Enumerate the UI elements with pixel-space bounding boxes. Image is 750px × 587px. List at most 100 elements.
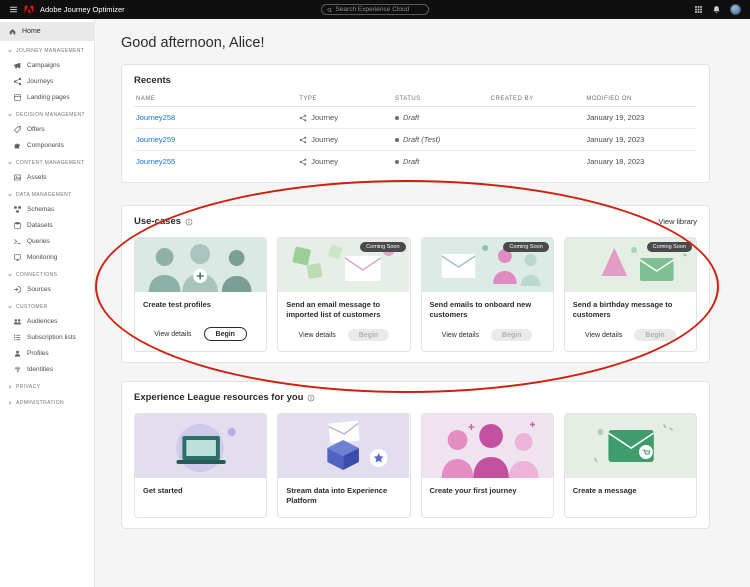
resource-card-create-message[interactable]: Create a message: [563, 413, 697, 518]
column-header-status[interactable]: STATUS: [392, 92, 489, 107]
sidebar-item-identities[interactable]: Identities: [0, 361, 94, 377]
sidebar-item-queries[interactable]: Queries: [0, 233, 94, 249]
coming-soon-badge: Coming Soon: [646, 242, 692, 252]
section-header-content-management[interactable]: CONTENT MANAGEMENT: [0, 157, 94, 169]
view-details-link[interactable]: View details: [154, 330, 192, 338]
column-header-name[interactable]: NAME: [134, 92, 298, 107]
recents-table: NAME TYPE STATUS CREATED BY MODIFIED ON …: [134, 92, 697, 172]
journey-type-icon: [299, 114, 307, 122]
resource-card-stream-data[interactable]: Stream data into Experience Platform: [277, 413, 411, 518]
sidebar-item-assets[interactable]: Assets: [0, 169, 94, 185]
monitoring-icon: [13, 253, 22, 262]
section-label: JOURNEY MANAGEMENT: [16, 48, 85, 54]
journey-link[interactable]: Journey259: [136, 135, 176, 144]
sidebar-section-administration: ADMINISTRATION: [0, 397, 94, 409]
coming-soon-badge: Coming Soon: [503, 242, 549, 252]
journey-link[interactable]: Journey258: [136, 113, 176, 122]
sidebar-item-label: Offers: [27, 125, 45, 133]
section-header-privacy[interactable]: PRIVACY: [0, 381, 94, 393]
column-header-created-by[interactable]: CREATED BY: [488, 92, 585, 107]
view-details-link[interactable]: View details: [441, 331, 480, 339]
sidebar-item-landing-pages[interactable]: Landing pages: [0, 89, 94, 105]
info-icon[interactable]: [307, 394, 315, 402]
sources-icon: [13, 285, 22, 294]
sidebar-item-home[interactable]: Home: [0, 22, 94, 41]
section-label: DATA MANAGEMENT: [16, 192, 72, 198]
sidebar-item-label: Subscription lists: [27, 333, 76, 341]
use-cases-title: Use-cases: [134, 216, 182, 227]
resource-card-first-journey[interactable]: Create your first journey: [420, 413, 554, 518]
sidebar-item-label: Queries: [27, 237, 50, 245]
sidebar-item-profiles[interactable]: Profiles: [0, 345, 94, 361]
greeting-heading: Good afternoon, Alice!: [121, 35, 265, 51]
experience-cloud-search[interactable]: [321, 4, 429, 15]
use-case-title: Send an email message to imported list o…: [286, 300, 381, 320]
view-library-link[interactable]: View library: [658, 217, 697, 226]
use-case-card-create-test-profiles: Create test profiles View details Begin: [134, 237, 268, 353]
resource-title: Get started: [143, 486, 183, 496]
section-header-connections[interactable]: CONNECTIONS: [0, 269, 94, 281]
section-header-administration[interactable]: ADMINISTRATION: [0, 397, 94, 409]
resource-card-get-started[interactable]: Get started: [134, 413, 268, 518]
begin-button[interactable]: Begin: [203, 327, 247, 342]
home-icon: [8, 27, 17, 36]
app-title: Adobe Journey Optimizer: [40, 5, 125, 14]
sidebar-item-label: Audiences: [27, 317, 58, 325]
sidebar-item-monitoring[interactable]: Monitoring: [0, 249, 94, 265]
sidebar-item-datasets[interactable]: Datasets: [0, 217, 94, 233]
section-header-decision-management[interactable]: DECISION MANAGEMENT: [0, 109, 94, 121]
sidebar-item-sources[interactable]: Sources: [0, 281, 94, 297]
use-case-title: Create test profiles: [143, 300, 211, 309]
sidebar-section-customer: CUSTOMER Audiences Subscription lists Pr…: [0, 301, 94, 377]
user-avatar[interactable]: [730, 4, 741, 15]
notifications-bell-icon[interactable]: [712, 5, 721, 14]
section-header-data-management[interactable]: DATA MANAGEMENT: [0, 189, 94, 201]
use-case-title: Send emails to onboard new customers: [429, 300, 532, 320]
type-label: Journey: [311, 135, 338, 144]
main-content: Good afternoon, Alice! Recents NAME TYPE…: [95, 19, 750, 587]
use-case-card-birthday-message: Coming Soon Send a birthday message to c…: [563, 237, 697, 353]
datasets-icon: [13, 221, 22, 230]
view-details-link[interactable]: View details: [298, 331, 336, 339]
sidebar-item-components[interactable]: Components: [0, 137, 94, 153]
sidebar-item-label: Schemas: [27, 205, 55, 213]
table-header-row: NAME TYPE STATUS CREATED BY MODIFIED ON: [134, 92, 697, 107]
sidebar-section-decision-management: DECISION MANAGEMENT Offers Components: [0, 109, 94, 153]
sidebar-item-schemas[interactable]: Schemas: [0, 201, 94, 217]
type-label: Journey: [311, 113, 338, 122]
menu-icon[interactable]: [9, 5, 18, 14]
sidebar-item-audiences[interactable]: Audiences: [0, 313, 94, 329]
journey-link[interactable]: Journey255: [136, 157, 176, 166]
view-details-link[interactable]: View details: [585, 331, 623, 339]
app-switcher-grid-icon[interactable]: [694, 5, 703, 14]
sidebar-item-journeys[interactable]: Journeys: [0, 73, 94, 89]
sidebar-item-label: Datasets: [27, 221, 53, 229]
section-header-customer[interactable]: CUSTOMER: [0, 301, 94, 313]
sidebar-item-campaigns[interactable]: Campaigns: [0, 57, 94, 73]
column-header-type[interactable]: TYPE: [297, 92, 393, 107]
created-by-cell: [488, 106, 585, 129]
sidebar-item-label: Landing pages: [27, 93, 70, 101]
modified-on-cell: January 19, 2023: [584, 106, 697, 129]
section-header-journey-management[interactable]: JOURNEY MANAGEMENT: [0, 45, 94, 57]
sidebar-item-subscription-lists[interactable]: Subscription lists: [0, 329, 94, 345]
topbar-actions: [694, 4, 741, 15]
info-icon[interactable]: [185, 218, 193, 226]
profiles-icon: [13, 349, 22, 358]
resource-illustration: [135, 414, 267, 479]
sidebar-item-label: Assets: [27, 173, 47, 181]
created-by-cell: [489, 151, 585, 173]
section-label: CONTENT MANAGEMENT: [16, 160, 85, 166]
sidebar-item-label: Sources: [27, 285, 51, 293]
resource-illustration: [278, 414, 410, 479]
sidebar-item-label: Home: [22, 28, 41, 35]
search-icon: [327, 7, 332, 13]
chevron-right-icon: [7, 384, 13, 390]
use-case-illustration: [135, 238, 267, 292]
chevron-down-icon: [7, 304, 13, 310]
use-case-card-email-imported-list: Coming Soon Send an email message to imp…: [277, 237, 411, 353]
journey-type-icon: [299, 136, 307, 144]
search-input[interactable]: [335, 6, 423, 13]
column-header-modified-on[interactable]: MODIFIED ON: [584, 92, 697, 107]
sidebar-item-offers[interactable]: Offers: [0, 121, 94, 137]
